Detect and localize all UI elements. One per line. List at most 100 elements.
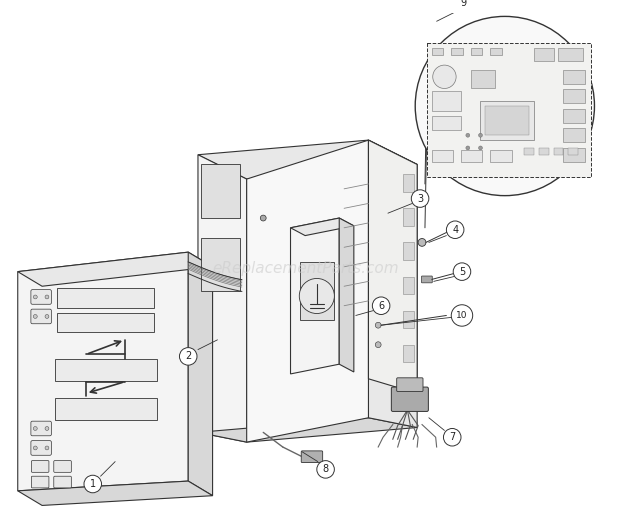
FancyBboxPatch shape <box>301 451 322 462</box>
Bar <box>471 70 495 88</box>
Bar <box>55 359 157 381</box>
Bar <box>490 48 502 55</box>
FancyBboxPatch shape <box>32 460 49 472</box>
Bar <box>564 70 585 84</box>
Circle shape <box>33 446 37 450</box>
Bar <box>55 398 157 420</box>
Text: 1: 1 <box>90 479 96 489</box>
Bar <box>432 116 461 130</box>
FancyBboxPatch shape <box>397 378 423 392</box>
FancyBboxPatch shape <box>391 387 428 411</box>
Bar <box>490 150 511 161</box>
Bar <box>427 43 591 177</box>
Polygon shape <box>198 155 247 442</box>
Bar <box>554 148 564 155</box>
Bar <box>461 150 482 161</box>
Bar <box>539 148 549 155</box>
Polygon shape <box>198 140 417 179</box>
FancyBboxPatch shape <box>31 309 51 324</box>
Polygon shape <box>188 252 213 496</box>
Circle shape <box>317 460 334 478</box>
Bar <box>300 262 334 321</box>
Circle shape <box>466 133 470 137</box>
Bar <box>485 106 529 135</box>
Bar <box>534 48 554 61</box>
Bar <box>564 148 585 161</box>
Circle shape <box>45 446 49 450</box>
Bar <box>525 148 534 155</box>
Text: 9: 9 <box>460 0 466 8</box>
Bar <box>402 277 414 294</box>
Circle shape <box>45 314 49 318</box>
FancyBboxPatch shape <box>32 476 49 488</box>
Text: 5: 5 <box>459 267 465 277</box>
Circle shape <box>299 278 334 314</box>
Polygon shape <box>291 218 354 235</box>
Bar <box>559 48 583 61</box>
Polygon shape <box>291 218 339 374</box>
Bar <box>402 242 414 260</box>
Circle shape <box>446 221 464 239</box>
Bar <box>432 48 443 55</box>
FancyBboxPatch shape <box>31 441 51 455</box>
Circle shape <box>45 426 49 431</box>
Text: 4: 4 <box>452 225 458 235</box>
Text: 7: 7 <box>449 432 455 442</box>
Circle shape <box>479 133 482 137</box>
Polygon shape <box>247 140 368 442</box>
Circle shape <box>33 295 37 299</box>
Bar <box>432 150 453 161</box>
Circle shape <box>260 215 266 221</box>
Bar <box>480 101 534 140</box>
Polygon shape <box>18 252 188 491</box>
Circle shape <box>84 475 102 493</box>
Bar <box>402 345 414 362</box>
Circle shape <box>453 263 471 280</box>
Circle shape <box>179 348 197 365</box>
Bar <box>402 311 414 328</box>
Polygon shape <box>198 418 417 442</box>
Circle shape <box>375 303 381 309</box>
FancyBboxPatch shape <box>31 290 51 304</box>
Bar <box>564 128 585 142</box>
Circle shape <box>454 0 472 11</box>
Bar <box>564 89 585 103</box>
Polygon shape <box>339 218 354 372</box>
Bar <box>402 174 414 192</box>
Text: 8: 8 <box>322 465 329 474</box>
Polygon shape <box>368 140 417 428</box>
Circle shape <box>451 305 472 326</box>
Bar <box>564 109 585 123</box>
Circle shape <box>466 146 470 150</box>
Text: 3: 3 <box>417 194 423 204</box>
Circle shape <box>415 16 595 196</box>
Circle shape <box>411 190 429 207</box>
Bar <box>201 164 240 218</box>
Bar <box>432 91 461 111</box>
Circle shape <box>375 322 381 328</box>
Bar <box>451 48 463 55</box>
FancyBboxPatch shape <box>422 276 432 283</box>
Circle shape <box>443 429 461 446</box>
Circle shape <box>33 426 37 431</box>
FancyBboxPatch shape <box>54 476 71 488</box>
Bar <box>201 238 240 291</box>
Circle shape <box>418 239 426 246</box>
Polygon shape <box>18 481 213 505</box>
Bar <box>56 313 154 332</box>
Circle shape <box>45 295 49 299</box>
Polygon shape <box>368 140 417 394</box>
Text: 10: 10 <box>456 311 467 320</box>
Circle shape <box>33 314 37 318</box>
FancyBboxPatch shape <box>31 421 51 436</box>
Text: 6: 6 <box>378 301 384 311</box>
Bar <box>471 48 482 55</box>
Circle shape <box>375 342 381 348</box>
Bar <box>56 288 154 307</box>
Bar <box>402 208 414 226</box>
Circle shape <box>373 297 390 314</box>
Bar <box>568 148 578 155</box>
Text: 2: 2 <box>185 351 192 361</box>
Text: eReplacementParts.com: eReplacementParts.com <box>212 261 399 276</box>
Circle shape <box>479 146 482 150</box>
